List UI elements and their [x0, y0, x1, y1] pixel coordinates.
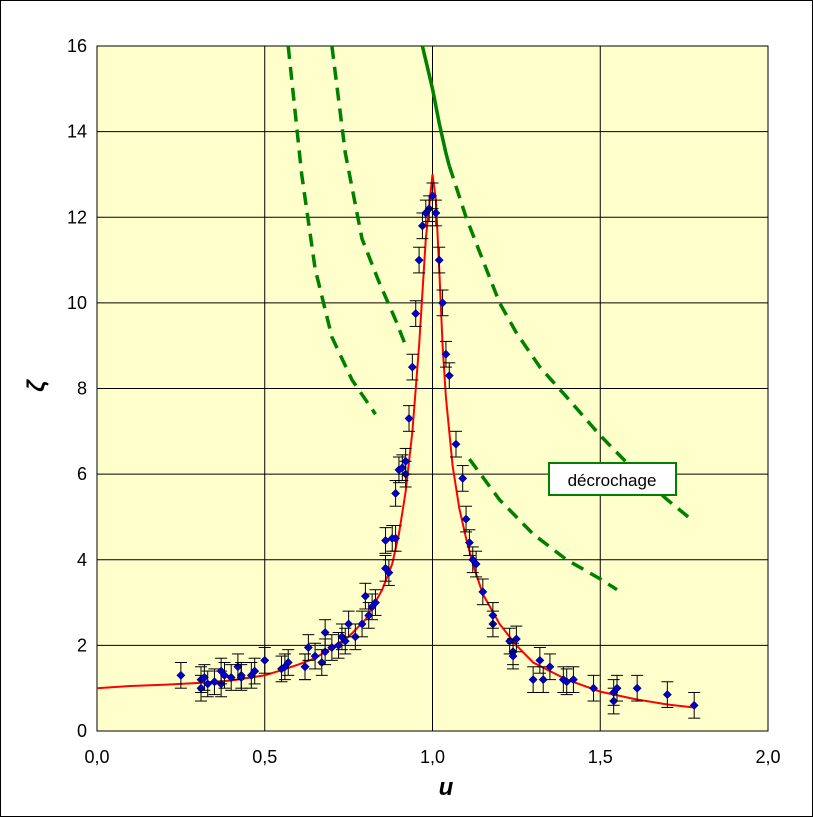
data-point [611, 674, 624, 702]
x-axis-tick-labels: 0,0 0,5 1,0 1,5 2,0 [84, 747, 780, 767]
data-point [436, 289, 449, 317]
data-point [631, 674, 644, 702]
y-tick-label: 14 [67, 122, 87, 142]
data-point [486, 602, 499, 629]
data-points [174, 182, 701, 719]
data-point [389, 525, 402, 552]
x-tick-label: 2,0 [755, 747, 780, 767]
data-point [403, 405, 416, 432]
x-axis-label: u [439, 774, 454, 801]
y-axis-tick-labels: 0 2 4 6 8 10 12 14 16 [67, 36, 87, 741]
data-point [356, 610, 369, 638]
data-point [382, 559, 395, 586]
y-tick-label: 8 [77, 379, 87, 399]
y-tick-label: 2 [77, 635, 87, 655]
data-point [533, 647, 546, 674]
data-point [235, 664, 248, 691]
solid-green-curve [420, 46, 451, 167]
data-point [299, 653, 312, 681]
data-point [258, 647, 271, 674]
data-point [543, 653, 556, 681]
data-point [413, 246, 426, 274]
data-point [567, 666, 580, 693]
data-point [309, 642, 322, 670]
data-point [325, 634, 338, 661]
data-point [339, 627, 352, 655]
data-point [208, 668, 221, 696]
x-tick-label: 0,0 [84, 747, 109, 767]
y-tick-label: 4 [77, 550, 87, 570]
data-point [433, 246, 446, 274]
y-tick-label: 12 [67, 207, 87, 227]
data-point [557, 666, 570, 693]
data-point [406, 353, 419, 381]
data-point [429, 199, 442, 227]
data-point [389, 480, 402, 507]
x-tick-label: 0,5 [252, 747, 277, 767]
y-tick-label: 16 [67, 36, 87, 56]
data-point [460, 505, 473, 533]
data-point [409, 300, 422, 327]
data-point [507, 642, 520, 670]
data-point [174, 662, 187, 689]
annotation-box: décrochage [548, 462, 677, 496]
data-point [369, 589, 382, 616]
y-axis-label: ζ [23, 379, 50, 392]
x-tick-label: 1,0 [420, 747, 445, 767]
data-point [463, 529, 476, 556]
data-point [443, 362, 456, 389]
data-point [449, 430, 462, 458]
dashed-green-curve [330, 46, 408, 347]
data-point [470, 550, 483, 578]
y-tick-label: 10 [67, 293, 87, 313]
data-point [302, 634, 315, 661]
data-point [218, 662, 231, 689]
data-point [688, 691, 701, 719]
data-point [527, 666, 540, 693]
data-point [248, 657, 261, 685]
data-point [476, 578, 489, 606]
data-point [661, 681, 674, 708]
annotation-label: décrochage [568, 471, 657, 490]
data-point [379, 527, 392, 554]
data-point [399, 447, 412, 475]
data-point [198, 664, 211, 691]
y-tick-label: 6 [77, 464, 87, 484]
data-point [510, 625, 523, 653]
data-point [456, 465, 469, 492]
dashed-green-curve [286, 46, 377, 416]
data-point [560, 668, 573, 696]
data-point [342, 610, 355, 638]
x-tick-label: 1,5 [588, 747, 613, 767]
data-point [201, 670, 214, 698]
data-point [396, 454, 409, 482]
data-point [537, 666, 550, 693]
dashed-green-curve [447, 165, 692, 521]
data-point [587, 674, 600, 702]
dashed-green-curve [467, 458, 618, 592]
data-point [282, 649, 295, 676]
y-tick-label: 0 [77, 721, 87, 741]
